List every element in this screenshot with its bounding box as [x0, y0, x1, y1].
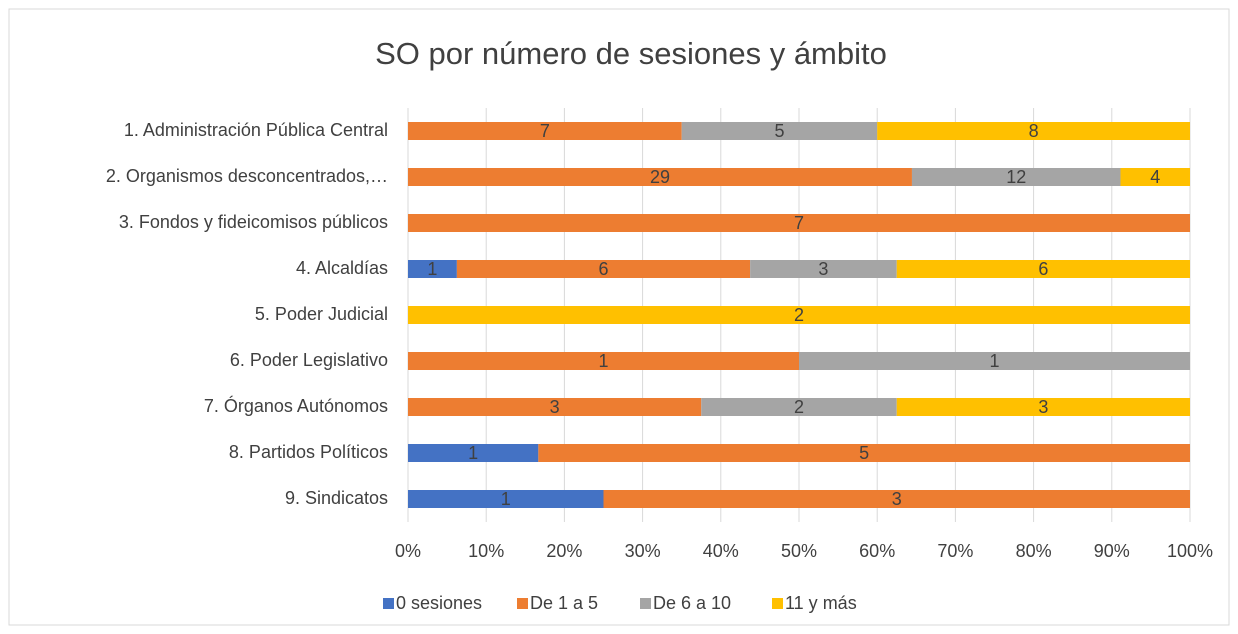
data-label: 5 — [774, 121, 784, 141]
bar-segment — [408, 306, 1190, 324]
data-label: 6 — [1038, 259, 1048, 279]
legend-swatch — [640, 598, 651, 609]
bar-segment — [681, 122, 878, 140]
data-label: 6 — [598, 259, 608, 279]
bar-segment — [799, 352, 1190, 370]
x-tick-label: 60% — [859, 541, 895, 561]
bar-segment — [877, 122, 1190, 140]
y-tick-label: 6. Poder Legislativo — [230, 350, 388, 370]
chart-title: SO por número de sesiones y ámbito — [375, 36, 887, 71]
bar-segment — [701, 398, 897, 416]
x-tick-label: 0% — [395, 541, 421, 561]
data-label: 3 — [818, 259, 828, 279]
bar-segment — [408, 122, 682, 140]
x-tick-label: 100% — [1167, 541, 1213, 561]
bar-segment — [408, 260, 457, 278]
bar-segment — [603, 490, 1190, 508]
data-label: 8 — [1029, 121, 1039, 141]
x-tick-label: 90% — [1094, 541, 1130, 561]
bar-segment — [896, 398, 1190, 416]
y-tick-label: 8. Partidos Políticos — [229, 442, 388, 462]
legend-label: 11 y más — [785, 593, 857, 613]
data-label: 3 — [892, 489, 902, 509]
x-tick-label: 20% — [546, 541, 582, 561]
bar-segment — [408, 214, 1190, 232]
data-label: 1 — [427, 259, 437, 279]
bar-segment — [538, 444, 1190, 462]
x-tick-label: 70% — [937, 541, 973, 561]
data-label: 3 — [1038, 397, 1048, 417]
x-tick-label: 50% — [781, 541, 817, 561]
bar-segment — [456, 260, 751, 278]
x-tick-label: 10% — [468, 541, 504, 561]
legend-swatch — [772, 598, 783, 609]
y-tick-label: 3. Fondos y fideicomisos públicos — [119, 212, 388, 232]
bar-segment — [408, 398, 702, 416]
bar-segment — [896, 260, 1190, 278]
x-tick-label: 80% — [1016, 541, 1052, 561]
data-label: 7 — [794, 213, 804, 233]
data-label: 29 — [650, 167, 670, 187]
y-tick-label: 4. Alcaldías — [296, 258, 388, 278]
y-tick-label: 5. Poder Judicial — [255, 304, 388, 324]
x-tick-label: 40% — [703, 541, 739, 561]
bar-segment — [750, 260, 897, 278]
data-label: 1 — [989, 351, 999, 371]
data-label: 7 — [540, 121, 550, 141]
legend-label: De 6 a 10 — [653, 593, 731, 613]
legend-label: 0 sesiones — [396, 593, 482, 613]
data-label: 5 — [859, 443, 869, 463]
data-label: 1 — [501, 489, 511, 509]
y-tick-label: 7. Órganos Autónomos — [204, 395, 388, 416]
data-label: 2 — [794, 305, 804, 325]
data-label: 3 — [550, 397, 560, 417]
bar-segment — [408, 490, 604, 508]
bar-segment — [1120, 168, 1190, 186]
legend-swatch — [517, 598, 528, 609]
x-tick-label: 30% — [625, 541, 661, 561]
y-tick-label: 1. Administración Pública Central — [124, 120, 388, 140]
bar-segment — [911, 168, 1121, 186]
data-label: 4 — [1150, 167, 1160, 187]
legend-swatch — [383, 598, 394, 609]
bar-segment — [408, 444, 539, 462]
bar-segment — [408, 352, 799, 370]
data-label: 1 — [598, 351, 608, 371]
data-label: 12 — [1006, 167, 1026, 187]
legend-label: De 1 a 5 — [530, 593, 598, 613]
data-label: 2 — [794, 397, 804, 417]
bar-segment — [408, 168, 912, 186]
data-label: 1 — [468, 443, 478, 463]
y-tick-label: 2. Organismos desconcentrados,… — [106, 166, 388, 186]
y-tick-label: 9. Sindicatos — [285, 488, 388, 508]
